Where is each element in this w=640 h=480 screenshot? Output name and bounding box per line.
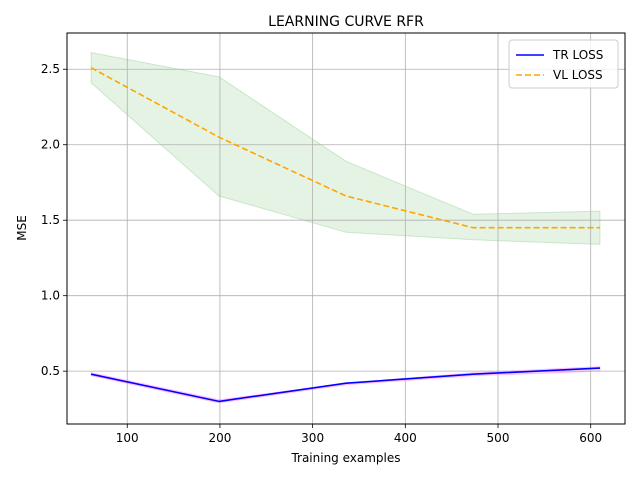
plot-area bbox=[67, 33, 625, 424]
band-vl-loss bbox=[90, 51, 601, 245]
y-tick-label: 0.5 bbox=[41, 364, 60, 378]
plot-frame bbox=[66, 32, 626, 425]
y-tick-label: 2.5 bbox=[41, 62, 60, 76]
x-tick-label: 300 bbox=[301, 431, 324, 445]
y-tick-label: 1.0 bbox=[41, 289, 60, 303]
y-tick-label: 2.0 bbox=[41, 138, 60, 152]
x-tick-label: 200 bbox=[208, 431, 231, 445]
legend-box bbox=[508, 39, 619, 89]
y-axis-label: MSE bbox=[15, 215, 29, 241]
series-lines bbox=[90, 66, 601, 403]
x-tick-label: 500 bbox=[487, 431, 510, 445]
x-tick-label: 600 bbox=[579, 431, 602, 445]
x-tick-label: 400 bbox=[394, 431, 417, 445]
x-axis-label: Training examples bbox=[290, 451, 400, 465]
legend-label-tr-loss: TR LOSS bbox=[552, 48, 603, 62]
chart-title: LEARNING CURVE RFR bbox=[268, 14, 424, 30]
legend: TR LOSS VL LOSS bbox=[508, 39, 619, 89]
y-tick-label: 1.5 bbox=[41, 213, 60, 227]
x-axis-ticks: 100 200 300 400 500 600 bbox=[116, 424, 602, 445]
series-line-tr-loss bbox=[90, 367, 601, 403]
y-axis-ticks: 0.5 1.0 1.5 2.0 2.5 bbox=[41, 62, 67, 378]
x-tick-label: 100 bbox=[116, 431, 139, 445]
legend-label-vl-loss: VL LOSS bbox=[553, 68, 603, 82]
